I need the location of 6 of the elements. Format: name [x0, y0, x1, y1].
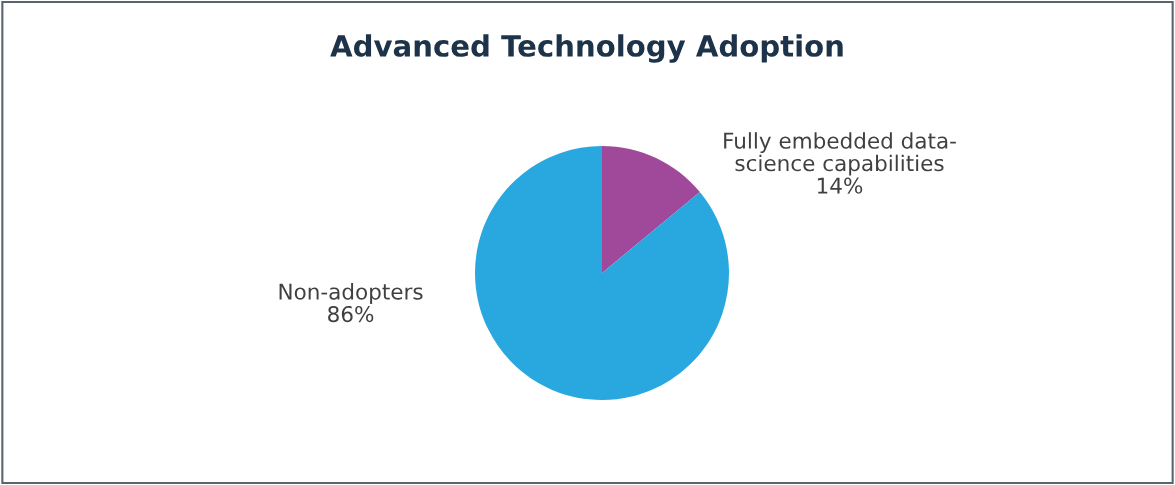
data-label: 14%	[817, 177, 863, 194]
chart-title: Advanced Technology Adoption	[330, 34, 843, 63]
data-label: 86%	[328, 305, 374, 323]
slice-label: Non-adopters	[279, 283, 423, 304]
pie-slice	[602, 146, 700, 273]
slice-label: Fully embedded data- science capabilities	[724, 132, 956, 176]
